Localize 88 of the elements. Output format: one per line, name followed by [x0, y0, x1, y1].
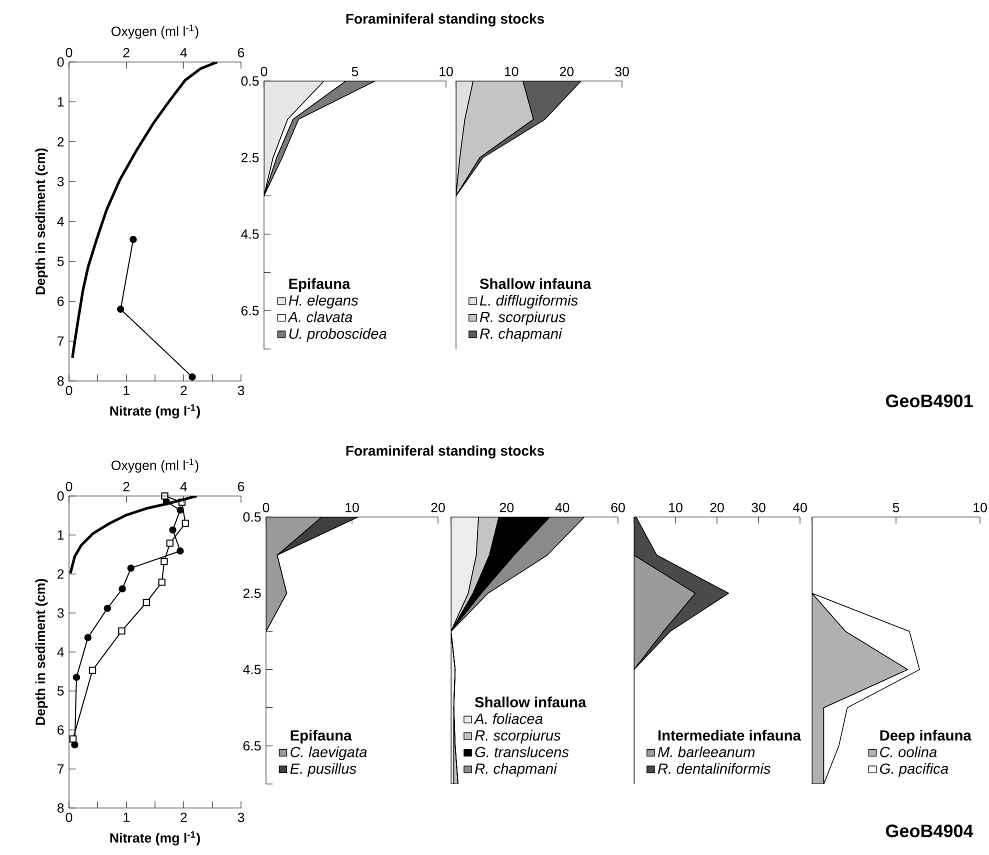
- legend-label: U. proboscidea: [289, 328, 386, 342]
- legend-label: G. translucens: [475, 746, 569, 758]
- y-tick-label: 8: [57, 376, 64, 386]
- y-tick-label: 0: [57, 491, 64, 501]
- legend-label: G. pacifica: [880, 763, 948, 777]
- x-tick-label: 10: [504, 66, 518, 76]
- legend-label: C. laevigata: [290, 746, 367, 760]
- x-tick-label: 5: [352, 66, 358, 76]
- x-tick-label: 2: [180, 386, 187, 396]
- x-axis-title: Nitrate (mg l$^{-1}$): [110, 831, 200, 846]
- y-tick-label: 4.5: [241, 229, 259, 239]
- x2-axis-title: Oxygen (ml l$^{-1}$): [112, 24, 198, 39]
- y-tick-label: 5: [57, 256, 64, 266]
- x2-tick-label: 2: [123, 482, 130, 492]
- text: GeoB4904: [886, 824, 974, 838]
- x-tick-label: 20: [560, 66, 574, 76]
- legend-label: E. pusillus: [290, 763, 356, 777]
- legend-label: M. barleeanum: [658, 746, 755, 758]
- x-tick-label: 40: [792, 502, 807, 512]
- x-tick-label: 20: [500, 502, 514, 512]
- x-tick-label: 30: [615, 66, 629, 76]
- x-tick-label: 1: [124, 386, 130, 395]
- y-tick-label: 4.5: [243, 664, 261, 674]
- legend-label: A. clavata: [288, 311, 352, 322]
- x-tick-label: 10: [346, 502, 359, 512]
- legend-label: A. foliacea: [474, 713, 543, 724]
- x-tick-label: 20: [710, 502, 724, 512]
- y-tick-label: 4: [57, 647, 64, 657]
- y-tick-label: 3: [57, 608, 64, 618]
- x-tick-label: 40: [555, 502, 570, 512]
- y-tick-label: 7: [58, 764, 64, 774]
- legend-label: R. scorpiurus: [475, 730, 561, 744]
- y-tick-label: 0.5: [241, 76, 259, 86]
- legend-label: C. oolina: [880, 746, 937, 758]
- x2-tick-label: 4: [180, 48, 187, 58]
- x2-axis-title: Oxygen (ml l$^{-1}$): [112, 458, 198, 473]
- y-tick-label: 0: [57, 57, 64, 67]
- x2-tick-label: 4: [180, 482, 187, 492]
- x-axis-title: Nitrate (mg l$^{-1}$): [110, 404, 200, 418]
- y-tick-label: 2.5: [241, 152, 259, 162]
- y-tick-label: 8: [57, 803, 64, 813]
- legend-label: R. dentaliniformis: [658, 763, 770, 774]
- chart-title: Foraminiferal standing stocks: [346, 13, 544, 27]
- x-tick-label: 2: [180, 812, 187, 822]
- legend-label: H. elegans: [288, 294, 358, 308]
- x-tick-label: 60: [611, 502, 625, 512]
- legend-title: Shallow infauna: [480, 278, 592, 289]
- x-tick-label: 1: [124, 812, 130, 822]
- y-tick-label: 2: [58, 137, 64, 146]
- legend-title: Shallow infauna: [474, 696, 586, 708]
- y-tick-label: 4: [57, 216, 64, 226]
- x-tick-label: 10: [440, 66, 453, 76]
- x-tick-label: 0: [260, 66, 268, 76]
- y-tick-label: 2.5: [243, 588, 261, 598]
- y-tick-label: 5: [57, 686, 64, 696]
- y-axis-title: Depth in sediment (cm): [35, 148, 48, 294]
- y-tick-label: 0.5: [243, 512, 261, 522]
- y-tick-label: 6.5: [241, 306, 259, 316]
- y-tick-label: 1: [58, 97, 64, 106]
- x-tick-label: 10: [974, 502, 987, 512]
- x-tick-label: 20: [431, 502, 445, 512]
- x-tick-label: 0: [66, 386, 72, 396]
- legend-label: L. difflugiformis: [480, 294, 578, 308]
- legend-title: Epifauna: [289, 278, 350, 292]
- y-tick-label: 6: [58, 725, 64, 735]
- y-tick-label: 6: [58, 296, 64, 306]
- y-axis-title: Depth in sediment (cm): [35, 578, 48, 725]
- legend-label: R. scorpiurus: [480, 311, 566, 326]
- x-tick-label: 30: [752, 502, 766, 512]
- x2-tick-label: 0: [66, 48, 72, 58]
- chart-title: Foraminiferal standing stocks: [346, 445, 544, 459]
- y-tick-label: 1: [58, 530, 64, 540]
- y-tick-label: 6.5: [243, 741, 261, 751]
- x-tick-label: 10: [669, 502, 682, 512]
- y-tick-label: 3: [57, 176, 64, 186]
- x2-tick-label: 0: [66, 482, 72, 492]
- text: GeoB4901: [886, 394, 973, 408]
- x-tick-label: 5: [892, 502, 900, 512]
- y-tick-label: 7: [58, 336, 64, 346]
- legend-label: R. chapmani: [480, 328, 562, 342]
- legend-label: R. chapmani: [475, 763, 558, 777]
- legend-title: Deep infauna: [880, 730, 972, 744]
- legend-title: Epifauna: [290, 730, 352, 744]
- x2-tick-label: 2: [123, 48, 130, 58]
- legend-title: Intermediate infauna: [658, 730, 801, 741]
- y-tick-label: 2: [58, 569, 64, 579]
- x-tick-label: 0: [262, 502, 270, 512]
- x-tick-label: 0: [66, 812, 72, 822]
